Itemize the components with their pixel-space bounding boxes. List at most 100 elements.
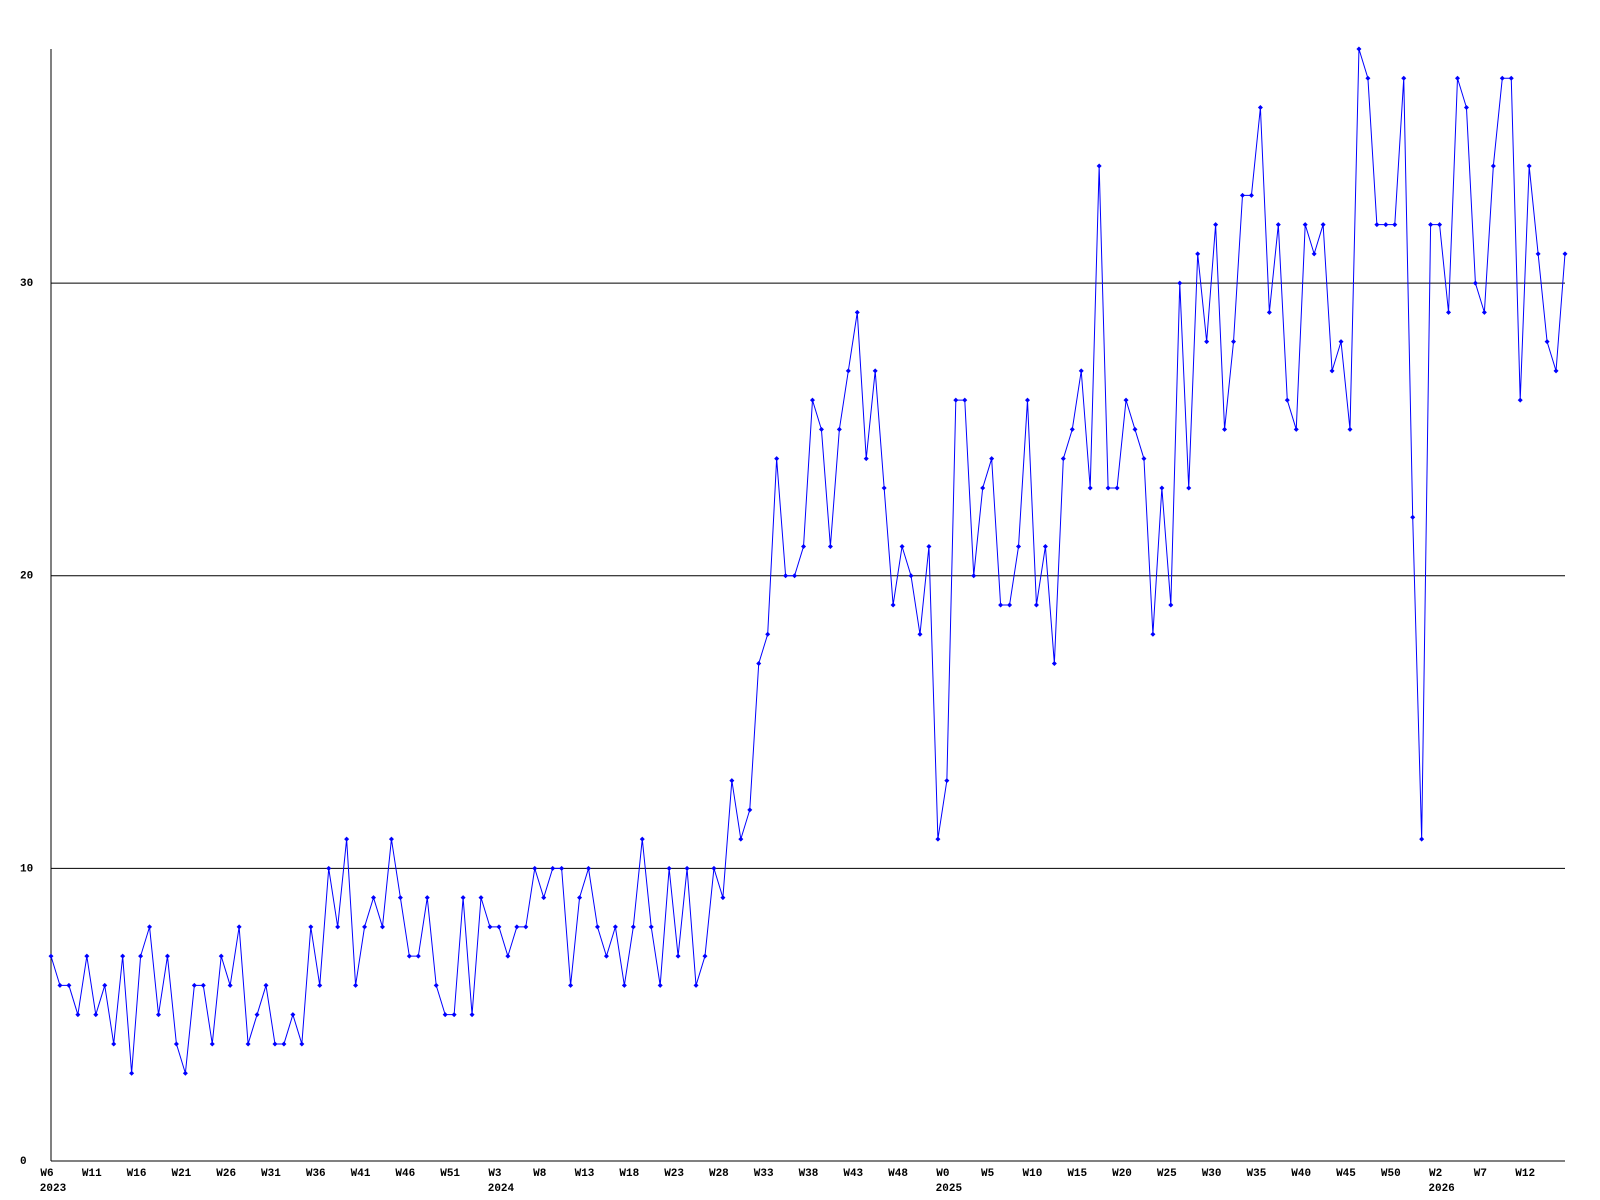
point <box>1204 339 1210 345</box>
x-tick-label: W3 <box>488 1168 502 1180</box>
point <box>138 953 144 959</box>
point <box>801 543 807 549</box>
point <box>1096 163 1102 169</box>
point <box>1248 192 1254 198</box>
point <box>1499 75 1505 81</box>
point <box>290 1012 296 1018</box>
point <box>1087 485 1093 491</box>
point <box>711 865 717 871</box>
y-tick-label: 10 <box>20 863 33 875</box>
x-tick-label: W38 <box>799 1168 819 1180</box>
x-tick-label: W30 <box>1202 1168 1222 1180</box>
x-tick-label: W36 <box>306 1168 326 1180</box>
year-label: 2025 <box>936 1183 963 1195</box>
point <box>603 953 609 959</box>
point <box>1374 222 1380 228</box>
point <box>1553 368 1559 374</box>
point <box>326 865 332 871</box>
point <box>1150 631 1156 637</box>
point <box>1383 222 1389 228</box>
point <box>505 953 511 959</box>
point <box>478 895 484 901</box>
x-tick-label: W51 <box>440 1168 460 1180</box>
point <box>1257 105 1263 111</box>
point <box>836 426 842 432</box>
point <box>863 456 869 462</box>
point <box>1293 426 1299 432</box>
point <box>1481 309 1487 315</box>
point <box>1078 368 1084 374</box>
point <box>317 982 323 988</box>
point <box>998 602 1004 608</box>
point <box>1051 661 1057 667</box>
point <box>1365 75 1371 81</box>
point <box>1472 280 1478 286</box>
point <box>173 1041 179 1047</box>
point <box>541 895 547 901</box>
point <box>1356 46 1362 52</box>
point <box>1454 75 1460 81</box>
point <box>568 982 574 988</box>
y-tick-label: 20 <box>20 571 33 583</box>
point <box>971 573 977 579</box>
point <box>586 865 592 871</box>
point <box>353 982 359 988</box>
point <box>980 485 986 491</box>
x-tick-label: W13 <box>575 1168 595 1180</box>
x-tick-label: W6 <box>40 1168 53 1180</box>
point <box>111 1041 117 1047</box>
point <box>621 982 627 988</box>
point <box>657 982 663 988</box>
point <box>1177 280 1183 286</box>
point <box>433 982 439 988</box>
point <box>388 836 394 842</box>
x-tick-label: W46 <box>395 1168 415 1180</box>
point <box>765 631 771 637</box>
point <box>1231 339 1237 345</box>
point <box>1186 485 1192 491</box>
point <box>156 1012 162 1018</box>
point <box>1535 251 1541 257</box>
x-tick-label: W48 <box>888 1168 908 1180</box>
point <box>926 543 932 549</box>
point <box>469 1012 475 1018</box>
point <box>774 456 780 462</box>
x-tick-label: W10 <box>1023 1168 1043 1180</box>
point <box>308 924 314 930</box>
x-tick-label: W33 <box>754 1168 774 1180</box>
point <box>1446 309 1452 315</box>
point <box>48 953 54 959</box>
point <box>442 1012 448 1018</box>
point <box>747 807 753 813</box>
point <box>809 397 815 403</box>
point <box>1033 602 1039 608</box>
point <box>371 895 377 901</box>
point <box>514 924 520 930</box>
point <box>164 953 170 959</box>
point <box>1016 543 1022 549</box>
point <box>263 982 269 988</box>
point <box>236 924 242 930</box>
point <box>102 982 108 988</box>
point <box>827 543 833 549</box>
point <box>182 1070 188 1076</box>
point <box>209 1041 215 1047</box>
x-tick-label: W5 <box>981 1168 995 1180</box>
point <box>854 309 860 315</box>
point <box>1266 309 1272 315</box>
x-tick-label: W18 <box>619 1168 639 1180</box>
point <box>362 924 368 930</box>
point <box>424 895 430 901</box>
point <box>648 924 654 930</box>
point <box>630 924 636 930</box>
point <box>254 1012 260 1018</box>
x-tick-label: W8 <box>533 1168 547 1180</box>
x-tick-label: W16 <box>127 1168 147 1180</box>
point <box>1490 163 1496 169</box>
y-tick-label: 0 <box>20 1156 27 1168</box>
point <box>550 865 556 871</box>
point <box>989 456 995 462</box>
point <box>1060 456 1066 462</box>
point <box>93 1012 99 1018</box>
point <box>1410 514 1416 520</box>
